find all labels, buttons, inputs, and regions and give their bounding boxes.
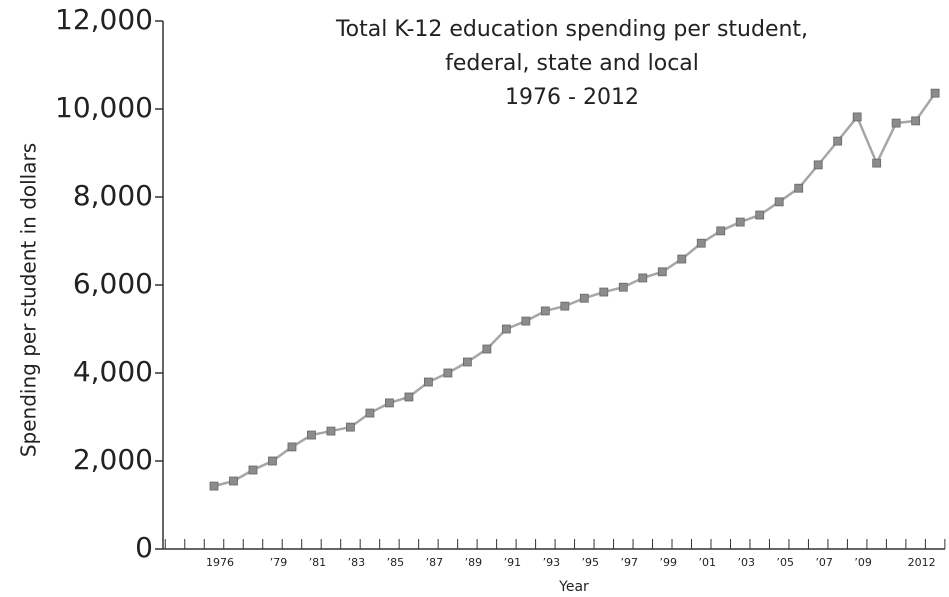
x-tick-label: ’93 [543, 556, 561, 569]
marker [540, 306, 550, 316]
marker [209, 481, 219, 491]
x-tick-label: ’79 [270, 556, 288, 569]
chart-title: federal, state and local [445, 51, 699, 76]
x-tick-label: ’85 [387, 556, 405, 569]
marker [404, 392, 414, 402]
y-tick-label: 10,000 [55, 91, 153, 124]
x-axis-label: Year [558, 579, 589, 595]
y-tick-label: 6,000 [73, 267, 153, 300]
marker [813, 160, 823, 170]
y-tick-label: 8,000 [73, 179, 153, 212]
marker [696, 238, 706, 248]
marker [326, 426, 336, 436]
marker [618, 282, 628, 292]
marker [599, 287, 609, 297]
x-tick-label: ’83 [348, 556, 366, 569]
x-tick-label: ’95 [582, 556, 600, 569]
chart-title: 1976 - 2012 [505, 85, 639, 110]
y-axis-label: Spending per student in dollars [17, 143, 41, 457]
x-tick-label: ’97 [621, 556, 639, 569]
marker [521, 316, 531, 326]
line [213, 92, 937, 488]
x-tick-label: ’07 [815, 556, 833, 569]
marker [501, 324, 511, 334]
marker [872, 158, 882, 168]
marker [891, 118, 901, 128]
marker [930, 88, 940, 98]
x-tick-label: ’81 [309, 556, 327, 569]
x-tick-label: ’89 [465, 556, 483, 569]
marker [911, 116, 921, 126]
marker [833, 136, 843, 146]
y-tick-label: 4,000 [73, 355, 153, 388]
chart-title: Total K-12 education spending per studen… [335, 17, 808, 42]
marker [229, 476, 238, 486]
marker [346, 422, 355, 432]
marker [423, 377, 433, 387]
marker [462, 357, 472, 367]
marker [307, 430, 316, 440]
y-tick-label: 2,000 [73, 443, 153, 476]
marker [268, 456, 277, 466]
marker [560, 301, 570, 311]
marker [657, 267, 667, 277]
marker [774, 197, 784, 207]
marker [755, 210, 765, 220]
x-tick-label: ’03 [737, 556, 755, 569]
y-tick-label: 12,000 [55, 3, 153, 36]
marker [794, 183, 804, 193]
marker [852, 112, 862, 122]
marker [365, 408, 375, 418]
marker [482, 344, 492, 354]
x-tick-label: ’09 [854, 556, 872, 569]
marker [443, 368, 453, 378]
marker [248, 465, 258, 475]
x-tick-label: 1976 [206, 556, 234, 569]
y-tick-label: 0 [135, 531, 153, 564]
x-tick-label: 2012 [908, 556, 936, 569]
marker [638, 273, 648, 283]
marker [579, 293, 589, 303]
x-tick-label: ’99 [660, 556, 678, 569]
marker [385, 398, 394, 408]
marker [735, 217, 745, 227]
x-tick-label: ’01 [699, 556, 717, 569]
x-tick-label: ’05 [776, 556, 794, 569]
marker [677, 254, 687, 264]
marker [716, 226, 726, 236]
x-tick-label: ’91 [504, 556, 522, 569]
x-tick-label: ’87 [426, 556, 444, 569]
marker [287, 442, 297, 452]
